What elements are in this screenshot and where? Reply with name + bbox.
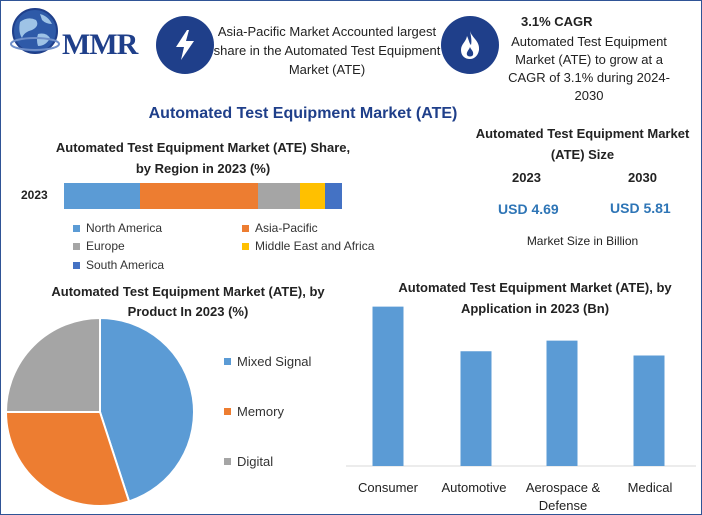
region-segment-asia-pacific bbox=[139, 183, 258, 209]
pie-legend-digital: Digital bbox=[224, 454, 273, 469]
category-label-consumer: Consumer bbox=[358, 480, 418, 495]
legend-swatch bbox=[73, 242, 80, 250]
region-segment-north-america bbox=[64, 183, 140, 209]
pie-slice-memory bbox=[4, 411, 131, 507]
category-label-medical: Medical bbox=[627, 480, 673, 495]
size-value-2023: USD 4.69 bbox=[498, 201, 559, 217]
legend-label: Memory bbox=[237, 404, 284, 419]
bar-automotive bbox=[460, 351, 492, 466]
application-chart-title: Automated Test Equipment Market (ATE), b… bbox=[398, 280, 672, 316]
flame-badge bbox=[441, 16, 499, 74]
flame-icon bbox=[461, 31, 480, 59]
legend-label: Digital bbox=[237, 454, 274, 469]
legend-swatch bbox=[224, 358, 231, 365]
market-size-title: Automated Test Equipment Market (ATE) Si… bbox=[475, 126, 690, 162]
legend-label: Mixed Signal bbox=[237, 354, 312, 369]
legend-north-america: North America bbox=[73, 221, 162, 235]
pie-slice-mixed-signal bbox=[99, 316, 195, 503]
size-year-2030: 2030 bbox=[628, 170, 657, 185]
cagr-description: Automated Test Equipment Market (ATE) to… bbox=[508, 34, 670, 103]
region-year-label: 2023 bbox=[21, 188, 48, 202]
bar-aerospace-defense bbox=[546, 340, 578, 466]
legend-south-america: South America bbox=[73, 258, 164, 272]
region-chart-title: Automated Test Equipment Market (ATE) Sh… bbox=[55, 140, 351, 176]
legend-swatch bbox=[73, 224, 80, 232]
product-pie-chart bbox=[4, 316, 195, 507]
globe-logo-icon bbox=[10, 8, 60, 54]
legend-asia-pacific: Asia-Pacific bbox=[242, 221, 318, 235]
cagr-title: 3.1% CAGR bbox=[521, 14, 593, 29]
category-label-aerospace: Aerospace & Defense bbox=[525, 480, 601, 513]
legend-label: North America bbox=[86, 221, 163, 235]
legend-label: Asia-Pacific bbox=[255, 221, 318, 235]
application-bar-chart bbox=[346, 306, 696, 467]
region-stacked-bar bbox=[64, 183, 342, 209]
legend-swatch bbox=[224, 458, 231, 465]
legend-label: Middle East and Africa bbox=[255, 239, 375, 253]
size-value-2030: USD 5.81 bbox=[610, 200, 671, 216]
category-label-automotive: Automotive bbox=[441, 480, 507, 495]
legend-swatch bbox=[242, 224, 249, 232]
region-segment-europe bbox=[257, 183, 300, 209]
logo-text: MMR bbox=[62, 28, 138, 61]
pie-slice-digital bbox=[4, 316, 101, 413]
lightning-icon bbox=[176, 30, 194, 60]
legend-label: South America bbox=[86, 258, 165, 272]
bar-consumer bbox=[372, 306, 404, 466]
pie-legend-mixed-signal: Mixed Signal bbox=[224, 354, 311, 369]
lightning-badge bbox=[156, 16, 214, 74]
legend-europe: Europe bbox=[73, 239, 125, 253]
legend-label: Europe bbox=[86, 239, 125, 253]
bar-medical bbox=[633, 355, 665, 466]
main-title: Automated Test Equipment Market (ATE) bbox=[148, 105, 458, 122]
region-segment-south-america bbox=[325, 183, 342, 209]
region-segment-middle-east-and-africa bbox=[299, 183, 326, 209]
legend-swatch bbox=[73, 261, 80, 269]
pie-legend-memory: Memory bbox=[224, 404, 284, 419]
legend-swatch bbox=[224, 408, 231, 415]
asia-pacific-note: Asia-Pacific Market Accounted largest sh… bbox=[213, 24, 441, 77]
product-chart-title: Automated Test Equipment Market (ATE), b… bbox=[51, 284, 325, 319]
legend-middle-east-africa: Middle East and Africa bbox=[242, 239, 374, 253]
size-year-2023: 2023 bbox=[512, 170, 541, 185]
market-size-note: Market Size in Billion bbox=[526, 234, 639, 248]
legend-swatch bbox=[242, 242, 249, 250]
